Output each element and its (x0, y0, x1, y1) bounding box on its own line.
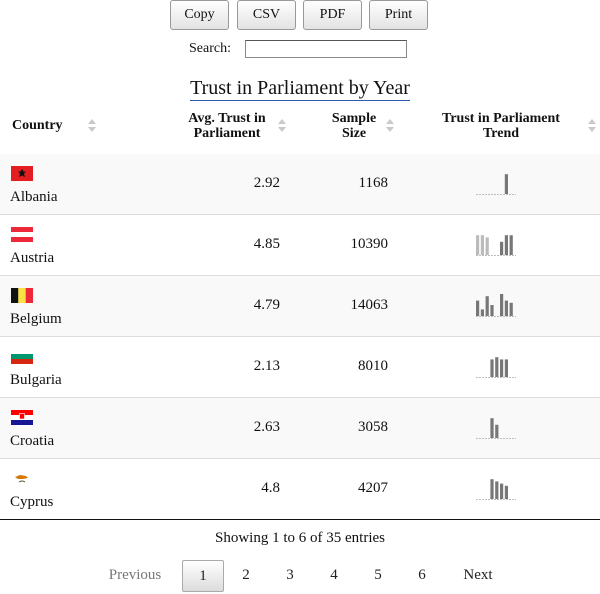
avg-trust-value: 2.63 (253, 419, 280, 435)
sparkline-bar (476, 300, 480, 316)
sparkline-bar (495, 424, 499, 438)
table-header: Country Avg. Trust in Parliament Sample … (0, 108, 600, 155)
pagination-page-button[interactable]: 6 (418, 567, 426, 583)
column-header-country-label: Country (12, 118, 63, 133)
table-row: Cyprus 4.8 4207 (0, 459, 600, 520)
sparkline-bar (490, 359, 494, 377)
pagination: Previous 1 2 3 4 5 6 Next (0, 560, 600, 594)
sparkline-bar (500, 294, 504, 316)
column-header-sample-size[interactable]: Sample Size (322, 111, 386, 141)
table-row: Albania 2.92 1168 (0, 154, 600, 215)
pagination-page-button[interactable]: 2 (242, 567, 250, 583)
croatia-flag-icon (11, 410, 33, 425)
country-name: Bulgaria (10, 372, 62, 388)
sparkline-bar (485, 296, 489, 316)
belgium-flag-icon (11, 288, 33, 303)
sort-icon[interactable] (588, 119, 596, 133)
country-name: Cyprus (10, 494, 54, 510)
table-body: Albania 2.92 1168 Austria 4.85 10390 Bel… (0, 154, 600, 520)
sparkline-bar (504, 174, 508, 194)
sparkline-bar (495, 481, 499, 499)
sort-icon[interactable] (88, 119, 96, 133)
avg-trust-value: 4.85 (253, 236, 280, 252)
sample-size-value: 14063 (350, 297, 389, 313)
sparkline-bar (500, 359, 504, 377)
sample-size-value: 10390 (350, 236, 389, 252)
column-header-avg-trust-line2: Parliament (193, 126, 261, 141)
bulgaria-flag-icon (11, 349, 33, 364)
trend-sparkline (476, 479, 516, 500)
column-header-trend-line2: Trend (482, 126, 520, 141)
avg-trust-value: 4.79 (253, 297, 280, 313)
column-header-sample-size-line2: Size (341, 126, 367, 141)
sparkline-bar (509, 302, 513, 316)
sample-size-value: 4207 (358, 480, 388, 496)
sparkline-bar (509, 235, 513, 255)
country-name: Albania (10, 189, 58, 205)
column-header-trend-line1: Trust in Parliament (442, 111, 560, 126)
sparkline-bar (495, 357, 499, 377)
pagination-page-button[interactable]: 5 (374, 567, 382, 583)
table-row: Croatia 2.63 3058 (0, 398, 600, 459)
austria-flag-icon (11, 227, 33, 242)
pagination-previous-button[interactable]: Previous (108, 567, 162, 583)
search-row: Search: (0, 40, 600, 60)
sparkline-bar (490, 305, 494, 316)
column-header-avg-trust[interactable]: Avg. Trust in Parliament (178, 111, 276, 141)
search-input[interactable] (245, 40, 407, 58)
table-row: Belgium 4.79 14063 (0, 276, 600, 337)
sparkline-bar (480, 309, 484, 316)
sparkline-bar (500, 241, 504, 255)
sort-icon[interactable] (386, 119, 394, 133)
pagination-next-button[interactable]: Next (463, 567, 493, 583)
sparkline-bar (504, 359, 508, 377)
sort-icon[interactable] (278, 119, 286, 133)
trend-sparkline (476, 235, 516, 256)
sparkline-bar (504, 300, 508, 316)
table-row: Bulgaria 2.13 8010 (0, 337, 600, 398)
sparkline-bar (504, 485, 508, 499)
pagination-page-button[interactable]: 3 (286, 567, 294, 583)
trend-sparkline (476, 294, 516, 317)
trend-sparkline (476, 174, 516, 195)
trend-sparkline (476, 418, 516, 439)
albania-flag-icon (11, 166, 33, 181)
column-header-avg-trust-line1: Avg. Trust in (188, 111, 266, 126)
search-label: Search: (189, 41, 231, 56)
avg-trust-value: 2.92 (253, 175, 280, 191)
pagination-page-button[interactable]: 4 (330, 567, 338, 583)
avg-trust-value: 2.13 (253, 358, 280, 374)
sample-size-value: 3058 (358, 419, 388, 435)
country-name: Croatia (10, 433, 55, 449)
sparkline-bar (480, 235, 484, 255)
table-title-text: Trust in Parliament by Year (190, 77, 410, 101)
cyprus-flag-icon (11, 471, 33, 486)
pdf-button[interactable]: PDF (303, 0, 362, 30)
copy-button[interactable]: Copy (170, 0, 229, 30)
column-header-country[interactable]: Country (12, 118, 92, 133)
table-row: Austria 4.85 10390 (0, 215, 600, 276)
column-header-trend[interactable]: Trust in Parliament Trend (428, 111, 574, 141)
sparkline-bar (490, 418, 494, 438)
sparkline-bar (476, 235, 480, 255)
avg-trust-value: 4.8 (261, 480, 280, 496)
sample-size-value: 8010 (358, 358, 388, 374)
sparkline-bar (504, 235, 508, 255)
table-info: Showing 1 to 6 of 35 entries (215, 530, 385, 546)
sparkline-bar (485, 237, 489, 255)
trend-sparkline (476, 357, 516, 378)
country-name: Belgium (10, 311, 62, 327)
pagination-page-button[interactable]: 1 (182, 560, 224, 592)
table-title: Trust in Parliament by Year (0, 76, 600, 101)
sparkline-bar (490, 479, 494, 499)
export-toolbar: Copy CSV PDF Print (0, 0, 600, 32)
sparkline-bar (500, 483, 504, 499)
sample-size-value: 1168 (358, 175, 388, 191)
print-button[interactable]: Print (369, 0, 428, 30)
country-name: Austria (10, 250, 55, 266)
column-header-sample-size-line1: Sample (331, 111, 377, 126)
csv-button[interactable]: CSV (237, 0, 296, 30)
